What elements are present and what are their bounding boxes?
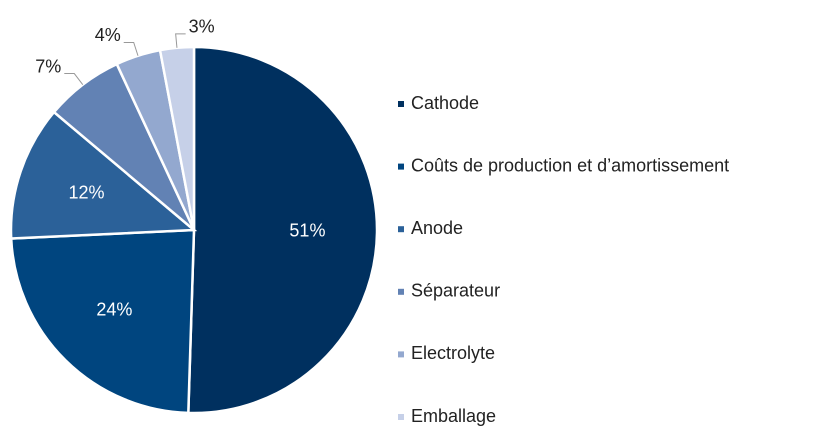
legend-swatch xyxy=(398,163,404,170)
legend-swatch xyxy=(398,288,404,295)
pie-slice xyxy=(9,228,196,415)
legend-label: Anode xyxy=(411,218,463,238)
legend-swatch xyxy=(398,226,404,233)
pie-slice xyxy=(187,45,379,415)
data-label: 24% xyxy=(96,300,132,320)
data-label: 7% xyxy=(35,56,61,76)
data-label: 51% xyxy=(289,221,325,241)
legend-swatch xyxy=(398,351,404,358)
data-label: 12% xyxy=(69,182,105,202)
data-label: 3% xyxy=(189,17,215,37)
legend-swatch xyxy=(398,101,404,107)
leader-line xyxy=(123,41,139,56)
legend-label: Coûts de production et d’amortissement xyxy=(411,155,729,175)
leader-line xyxy=(175,33,186,48)
pie-slice xyxy=(9,110,198,240)
legend-label: Emballage xyxy=(411,406,496,426)
legend-swatch xyxy=(398,414,404,420)
data-label: 4% xyxy=(95,25,121,45)
legend-label: Electrolyte xyxy=(411,343,495,363)
legend-label: Séparateur xyxy=(411,281,500,301)
legend-label: Cathode xyxy=(411,93,479,113)
leader-line xyxy=(64,73,84,85)
